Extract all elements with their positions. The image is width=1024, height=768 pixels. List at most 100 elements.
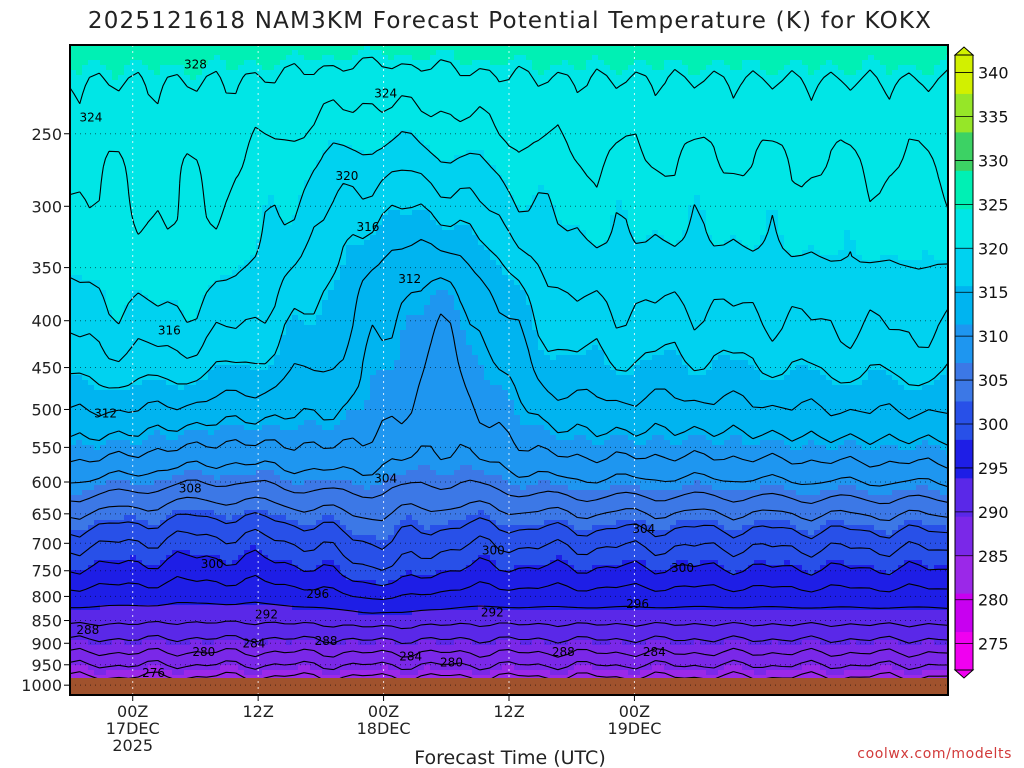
theta-cell bbox=[922, 70, 929, 76]
theta-cell bbox=[76, 170, 83, 176]
theta-cell bbox=[526, 190, 533, 196]
theta-cell bbox=[496, 45, 503, 51]
theta-cell bbox=[562, 200, 569, 206]
theta-cell bbox=[190, 55, 197, 61]
theta-cell bbox=[412, 125, 419, 131]
theta-cell bbox=[676, 110, 683, 116]
theta-cell bbox=[424, 150, 431, 156]
theta-cell bbox=[850, 185, 857, 191]
theta-cell bbox=[550, 75, 557, 81]
theta-cell bbox=[454, 175, 461, 181]
theta-cell bbox=[634, 60, 641, 66]
theta-cell bbox=[826, 55, 833, 61]
theta-cell bbox=[382, 185, 389, 191]
theta-cell bbox=[568, 100, 575, 106]
theta-cell bbox=[400, 160, 407, 166]
theta-cell bbox=[352, 195, 359, 201]
theta-cell bbox=[940, 185, 947, 191]
theta-cell bbox=[928, 195, 935, 201]
theta-cell bbox=[148, 115, 155, 121]
theta-cell bbox=[70, 110, 77, 116]
theta-cell bbox=[700, 100, 707, 106]
theta-cell bbox=[286, 140, 293, 146]
theta-cell bbox=[268, 130, 275, 136]
theta-cell bbox=[874, 185, 881, 191]
theta-cell bbox=[472, 90, 479, 96]
theta-cell bbox=[562, 190, 569, 196]
theta-cell bbox=[820, 170, 827, 176]
theta-cell bbox=[712, 140, 719, 146]
theta-cell bbox=[70, 45, 77, 51]
theta-cell bbox=[280, 70, 287, 76]
theta-cell bbox=[376, 150, 383, 156]
theta-cell bbox=[388, 190, 395, 196]
theta-cell bbox=[484, 190, 491, 196]
theta-cell bbox=[562, 175, 569, 181]
theta-cell bbox=[484, 120, 491, 126]
theta-cell bbox=[472, 175, 479, 181]
theta-cell bbox=[574, 85, 581, 91]
theta-cell bbox=[778, 130, 785, 136]
theta-cell bbox=[244, 195, 251, 201]
theta-cell bbox=[106, 165, 113, 171]
theta-cell bbox=[190, 175, 197, 181]
theta-cell bbox=[940, 80, 947, 86]
theta-cell bbox=[838, 75, 845, 81]
theta-cell bbox=[790, 185, 797, 191]
theta-cell bbox=[352, 65, 359, 71]
theta-cell bbox=[160, 95, 167, 101]
theta-cell bbox=[394, 170, 401, 176]
theta-cell bbox=[154, 95, 161, 101]
theta-cell bbox=[100, 85, 107, 91]
theta-cell bbox=[766, 80, 773, 86]
theta-cell bbox=[526, 160, 533, 166]
theta-cell bbox=[160, 205, 167, 211]
theta-cell bbox=[688, 60, 695, 66]
theta-cell bbox=[184, 80, 191, 86]
theta-cell bbox=[802, 50, 809, 56]
theta-cell bbox=[262, 205, 269, 211]
theta-cell bbox=[736, 210, 743, 216]
theta-cell bbox=[118, 65, 125, 71]
theta-cell bbox=[436, 95, 443, 101]
theta-cell bbox=[292, 190, 299, 196]
theta-cell bbox=[802, 85, 809, 91]
theta-cell bbox=[160, 65, 167, 71]
theta-cell bbox=[310, 90, 317, 96]
theta-cell bbox=[694, 85, 701, 91]
theta-cell bbox=[574, 150, 581, 156]
theta-cell bbox=[916, 50, 923, 56]
theta-cell bbox=[118, 200, 125, 206]
theta-cell bbox=[154, 45, 161, 51]
theta-cell bbox=[544, 205, 551, 211]
theta-cell bbox=[934, 205, 941, 211]
theta-cell bbox=[580, 175, 587, 181]
theta-cell bbox=[550, 165, 557, 171]
theta-cell bbox=[616, 100, 623, 106]
theta-cell bbox=[712, 120, 719, 126]
theta-cell bbox=[652, 165, 659, 171]
theta-cell bbox=[580, 140, 587, 146]
theta-cell bbox=[856, 50, 863, 56]
theta-cell bbox=[568, 175, 575, 181]
theta-cell bbox=[592, 150, 599, 156]
theta-cell bbox=[592, 120, 599, 126]
theta-cell bbox=[184, 115, 191, 121]
theta-cell bbox=[430, 125, 437, 131]
theta-cell bbox=[634, 55, 641, 61]
theta-cell bbox=[436, 75, 443, 81]
theta-cell bbox=[208, 190, 215, 196]
theta-cell bbox=[262, 195, 269, 201]
theta-cell bbox=[706, 155, 713, 161]
theta-cell bbox=[112, 50, 119, 56]
theta-cell bbox=[292, 160, 299, 166]
theta-cell bbox=[664, 180, 671, 186]
theta-cell bbox=[634, 160, 641, 166]
theta-cell bbox=[178, 50, 185, 56]
theta-cell bbox=[358, 155, 365, 161]
theta-cell bbox=[460, 160, 467, 166]
theta-cell bbox=[820, 70, 827, 76]
theta-cell bbox=[892, 50, 899, 56]
theta-cell bbox=[676, 125, 683, 131]
theta-cell bbox=[730, 115, 737, 121]
